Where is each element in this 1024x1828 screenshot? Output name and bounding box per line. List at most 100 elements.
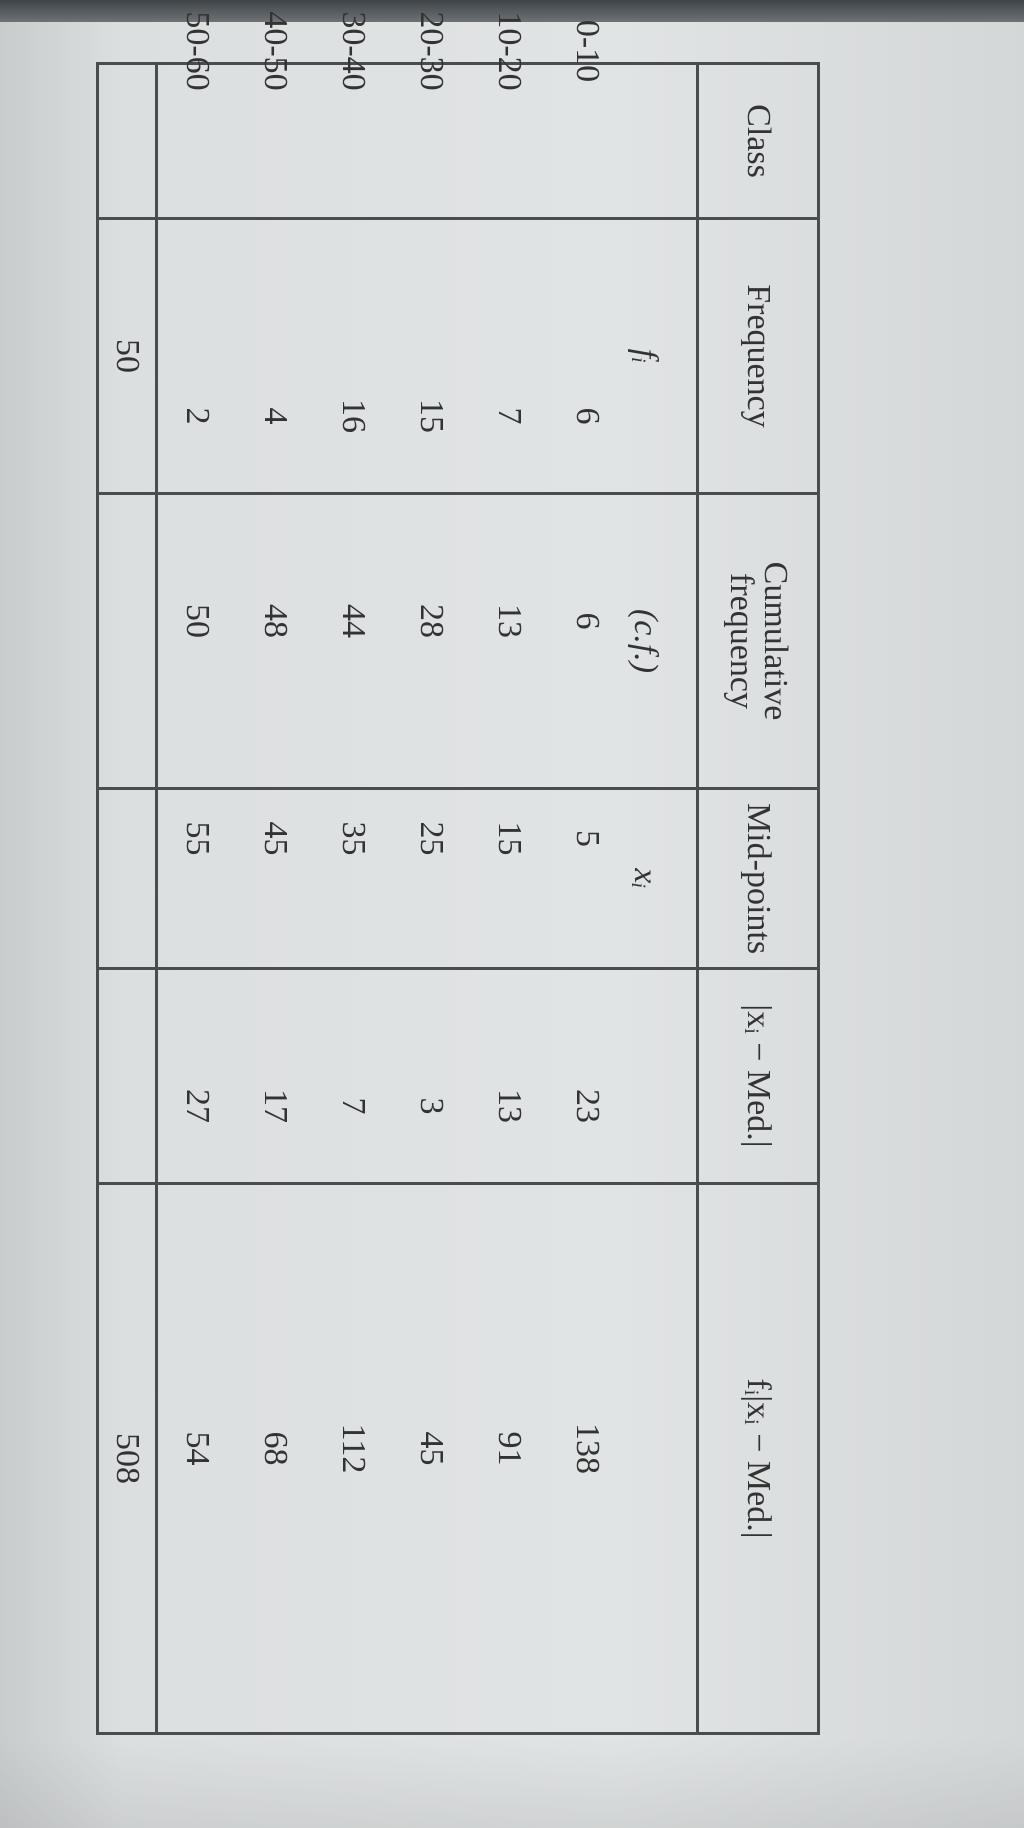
table-row: 30-40 16 44 35 7 112 [314,11,392,1734]
cell-value: 2 [179,407,216,425]
cell-value: 15 [413,399,450,433]
cell-value: 4 [257,407,294,425]
cell-value: 48 [257,604,294,638]
cell-cf: 13 [470,493,548,789]
cell-weighted-abs-deviation: 54 [156,1183,236,1734]
sublabel-row: fᵢ (c.f.) xᵢ [626,63,698,1734]
table-row: 50-60 2 50 55 27 54 [156,11,236,1734]
cell-frequency: 2 [156,218,236,494]
cell-value: 68 [257,1431,294,1466]
cell-value: 44 [335,604,372,638]
cell-value: 6 [569,612,606,630]
cell-frequency: 16 [314,218,392,494]
cell-value: 112 [335,1423,372,1474]
cell-value: 20-30 [413,11,450,91]
cell-frequency: 6 [548,218,626,494]
cell-value: 10-20 [491,11,528,91]
cell-value: 0-10 [569,19,606,83]
photo-shadow [0,1738,1024,1828]
total-abs-deviation [97,968,157,1184]
cell-value: 30-40 [335,11,372,91]
cell-class: 10-20 [470,11,548,219]
cell-weighted-abs-deviation: 45 [392,1183,470,1734]
cell-cf: 44 [314,493,392,789]
cell-value: 3 [413,1097,450,1115]
cell-value: 138 [569,1423,606,1474]
cell-value: 5 [569,830,606,847]
cell-abs-deviation: 3 [392,968,470,1184]
cell-value: 50 [179,604,216,638]
cell-value: 17 [257,1089,294,1123]
cell-value: 55 [179,821,216,856]
cell-abs-deviation: 23 [548,968,626,1184]
cell-value: 25 [413,821,450,856]
cell-frequency: 15 [392,218,470,494]
cell-value: 7 [491,407,528,425]
cell-value: 16 [335,399,372,433]
table-row: 20-30 15 28 25 3 45 [392,11,470,1734]
total-cf [97,493,157,789]
header-abs-deviation: |xᵢ − Med.| [697,968,819,1184]
cell-class: 20-30 [392,11,470,219]
cell-cf: 28 [392,493,470,789]
cell-class: 50-60 [156,11,236,219]
cell-abs-deviation: 17 [236,968,314,1184]
header-row: Class Frequency Cumulative frequency Mid… [697,63,819,1734]
cell-frequency: 7 [470,218,548,494]
sublabel-abs-deviation [626,968,698,1184]
sublabel-weighted [626,1183,698,1734]
cell-midpoint: 25 [392,788,470,969]
cell-weighted-abs-deviation: 112 [314,1183,392,1734]
header-weighted-abs-deviation: fᵢ|xᵢ − Med.| [697,1183,819,1734]
cell-class: 0-10 [548,20,626,219]
cell-value: 54 [179,1431,216,1466]
cell-value: 23 [569,1089,606,1123]
photo-top-edge [0,0,1024,22]
cell-value: 27 [179,1089,216,1123]
sublabel-midpoint: xᵢ [626,788,698,969]
cell-abs-deviation: 13 [470,968,548,1184]
cell-midpoint: 55 [156,788,236,969]
cell-midpoint: 5 [548,788,626,969]
header-mid-points: Mid-points [697,788,819,969]
cell-value: 7 [335,1097,372,1115]
total-class [97,63,157,219]
cell-midpoint: 35 [314,788,392,969]
header-cumulative-frequency: Cumulative frequency [697,493,819,789]
cell-cf: 50 [156,493,236,789]
cell-value: 40-50 [257,11,294,91]
table-row: 40-50 4 48 45 17 68 [236,11,314,1734]
total-midpoint [97,788,157,969]
cell-frequency: 4 [236,218,314,494]
header-class: Class [697,63,819,219]
cell-cf: 48 [236,493,314,789]
cell-value: 50-60 [179,11,216,91]
header-frequency: Frequency [697,218,819,494]
total-weighted-abs-deviation: 508 [97,1183,157,1734]
cell-value: 35 [335,821,372,856]
total-frequency: 50 [97,218,157,494]
cell-class: 40-50 [236,11,314,219]
cell-weighted-abs-deviation: 68 [236,1183,314,1734]
cell-midpoint: 15 [470,788,548,969]
total-row: 50 508 [97,63,157,1734]
cell-abs-deviation: 7 [314,968,392,1184]
cell-value: 13 [491,604,528,638]
cell-cf: 6 [548,493,626,789]
table-row: 10-20 7 13 15 13 91 [470,11,548,1734]
cell-abs-deviation: 27 [156,968,236,1184]
cell-value: 45 [257,821,294,856]
table-row: 0-10 6 6 5 23 138 [548,20,626,1734]
cell-value: 15 [491,821,528,856]
cell-value: 28 [413,604,450,638]
table-sheet: Class Frequency Cumulative frequency Mid… [97,11,820,1734]
sublabel-cf: (c.f.) [626,493,698,789]
sublabel-class [626,63,698,219]
cell-weighted-abs-deviation: 91 [470,1183,548,1734]
cell-value: 91 [491,1431,528,1466]
cell-value: 6 [569,407,606,425]
sublabel-frequency: fᵢ [626,218,698,494]
frequency-table: Class Frequency Cumulative frequency Mid… [96,11,820,1735]
cell-class: 30-40 [314,11,392,219]
cell-value: 13 [491,1089,528,1123]
